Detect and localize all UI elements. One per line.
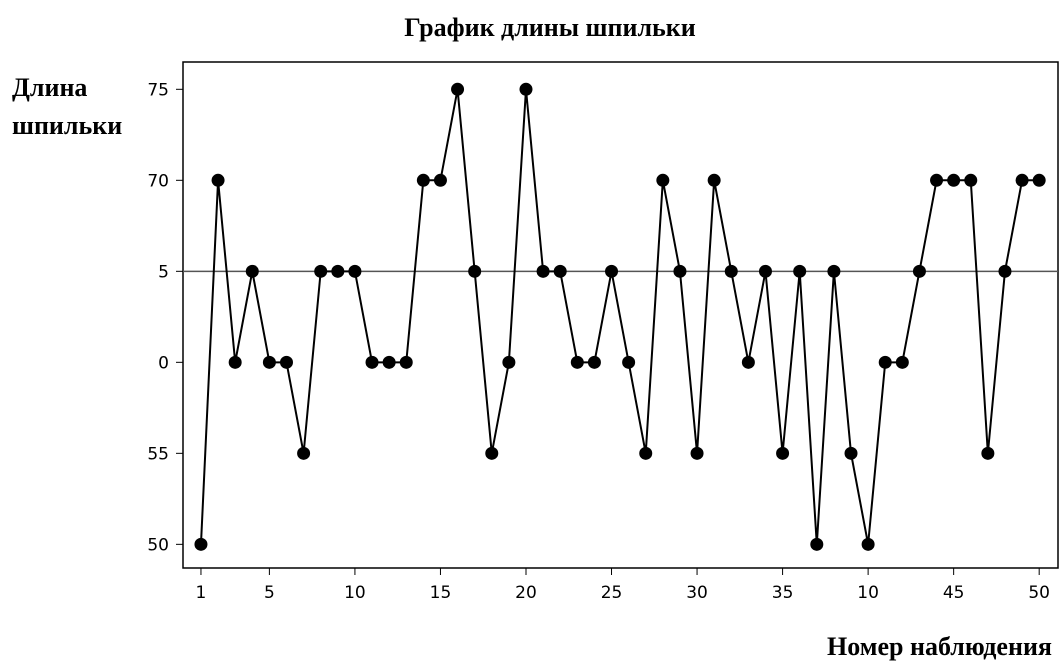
data-point [451,82,465,96]
series-line [199,89,1040,545]
data-point [399,355,413,369]
x-tick-label: 1 [196,583,207,603]
data-point [433,173,447,187]
data-point [947,173,961,187]
x-tick-label: 30 [686,583,708,603]
data-point [673,264,687,278]
y-tick-label: 70 [147,171,169,191]
data-point [553,264,567,278]
data-point [416,173,430,187]
data-point [382,355,396,369]
chart-title: График длины шпильки [404,13,696,42]
data-point [964,173,978,187]
data-point [827,264,841,278]
data-point [262,355,276,369]
x-tick-label: 10 [857,583,879,603]
data-point [211,173,225,187]
data-point [331,264,345,278]
data-point [468,264,482,278]
x-tick-label: 35 [772,583,794,603]
data-point [724,264,738,278]
data-point [297,446,311,460]
data-point [502,355,516,369]
data-point [1015,173,1029,187]
data-point [690,446,704,460]
data-point [912,264,926,278]
x-axis-label: Номер наблюдения [827,632,1052,661]
data-point [279,355,293,369]
y-axis-label: шпильки [12,111,122,140]
y-tick-label: 55 [147,444,169,464]
data-point [930,173,944,187]
plot-frame [182,61,1059,569]
data-point [981,446,995,460]
data-point [365,355,379,369]
data-point [485,446,499,460]
data-point [758,264,772,278]
data-point [1032,173,1046,187]
data-point [194,537,208,551]
y-tick-label: 0 [158,353,169,373]
data-point [622,355,636,369]
data-point [348,264,362,278]
data-point [314,264,328,278]
data-point [998,264,1012,278]
data-point [656,173,670,187]
data-point [895,355,909,369]
x-tick-label: 45 [943,583,965,603]
x-tick-label: 50 [1028,583,1050,603]
data-point [605,264,619,278]
y-axis-label: Длина [12,73,87,102]
x-tick-label: 5 [264,583,275,603]
data-point [228,355,242,369]
data-point [707,173,721,187]
data-point [776,446,790,460]
data-point [587,355,601,369]
x-tick-label: 10 [344,583,366,603]
data-point [570,355,584,369]
data-point [844,446,858,460]
y-tick-label: 5 [158,262,169,282]
y-tick-label: 75 [147,80,169,100]
data-point [519,82,533,96]
data-point [245,264,259,278]
x-tick-label: 20 [515,583,537,603]
x-tick-label: 25 [601,583,623,603]
data-point [810,537,824,551]
data-point [878,355,892,369]
y-tick-label: 50 [147,535,169,555]
data-point [861,537,875,551]
data-point [536,264,550,278]
data-point [741,355,755,369]
data-point [639,446,653,460]
data-point [793,264,807,278]
x-tick-label: 15 [430,583,452,603]
